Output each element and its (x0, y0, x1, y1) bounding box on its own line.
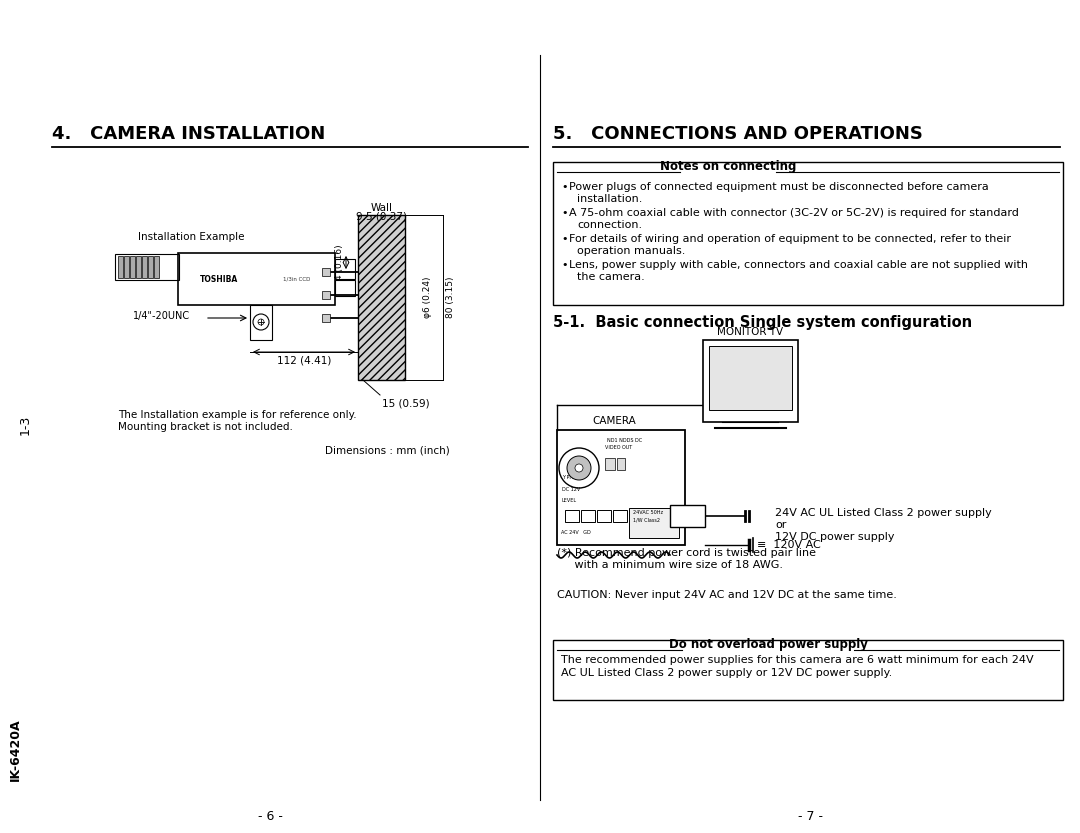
Text: (*) Recommend power cord is twisted pair line: (*) Recommend power cord is twisted pair… (557, 548, 816, 558)
Text: Y PHASE: Y PHASE (562, 475, 583, 480)
Text: 4 (0.16): 4 (0.16) (335, 244, 345, 280)
Text: CAUTION: Never input 24V AC and 12V DC at the same time.: CAUTION: Never input 24V AC and 12V DC a… (557, 590, 896, 600)
Text: Dimensions : mm (inch): Dimensions : mm (inch) (325, 445, 450, 455)
Circle shape (559, 448, 599, 488)
Text: 1/4"-20UNC: 1/4"-20UNC (133, 311, 190, 321)
Text: For details of wiring and operation of equipment to be connected, refer to their: For details of wiring and operation of e… (569, 234, 1011, 244)
Circle shape (575, 464, 583, 472)
Text: Installation Example: Installation Example (138, 232, 244, 242)
Bar (565, 510, 579, 522)
Text: 5-1.  Basic connection Single system configuration: 5-1. Basic connection Single system conf… (553, 315, 972, 330)
Text: with a minimum wire size of 18 AWG.: with a minimum wire size of 18 AWG. (557, 560, 783, 570)
Bar (703, 340, 798, 422)
Text: 12V DC power supply: 12V DC power supply (775, 532, 894, 542)
Text: AC UL Listed Class 2 power supply or 12V DC power supply.: AC UL Listed Class 2 power supply or 12V… (561, 668, 892, 678)
Text: Power plugs of connected equipment must be disconnected before camera: Power plugs of connected equipment must … (569, 182, 989, 192)
Text: 9.5 (0.37): 9.5 (0.37) (356, 211, 407, 221)
Text: •: • (561, 182, 567, 192)
Text: Do not overload power supply: Do not overload power supply (669, 638, 867, 651)
Text: 1-3: 1-3 (18, 415, 31, 435)
Bar (357, 215, 405, 380)
Text: 1/W Class2: 1/W Class2 (633, 518, 660, 523)
Bar (118, 256, 123, 278)
Bar (130, 256, 135, 278)
Text: •: • (561, 260, 567, 270)
Bar (581, 510, 595, 522)
Text: CAMERA: CAMERA (592, 416, 636, 426)
Bar (557, 430, 685, 545)
Bar (670, 505, 705, 527)
Bar (617, 458, 625, 470)
Text: 5.   CONNECTIONS AND OPERATIONS: 5. CONNECTIONS AND OPERATIONS (553, 125, 923, 143)
Bar (249, 305, 272, 340)
Text: installation.: installation. (577, 194, 643, 204)
Text: IK-6420A: IK-6420A (9, 719, 22, 781)
Text: 15 (0.59): 15 (0.59) (382, 398, 430, 408)
Bar (605, 458, 615, 470)
Text: ≡  120V AC: ≡ 120V AC (757, 540, 821, 550)
Bar (335, 280, 355, 296)
Bar (114, 254, 179, 280)
Text: •: • (561, 208, 567, 218)
Text: AC 24V   GD: AC 24V GD (561, 530, 591, 535)
Text: 24VAC 50Hz: 24VAC 50Hz (633, 510, 663, 515)
Bar (708, 346, 792, 410)
Text: The recommended power supplies for this camera are 6 watt minimum for each 24V: The recommended power supplies for this … (561, 655, 1034, 665)
Bar (553, 162, 1063, 305)
Bar (148, 256, 153, 278)
Bar (322, 268, 330, 276)
Bar (322, 291, 330, 299)
Text: the camera.: the camera. (577, 272, 645, 282)
Circle shape (258, 319, 264, 325)
Text: 80 (3.15): 80 (3.15) (446, 277, 455, 317)
Bar (553, 640, 1063, 700)
Text: φ6 (0.24): φ6 (0.24) (423, 277, 432, 317)
Text: MONITOR TV: MONITOR TV (717, 327, 783, 337)
Text: Mounting bracket is not included.: Mounting bracket is not included. (118, 422, 293, 432)
Text: VIDEO OUT: VIDEO OUT (605, 445, 632, 450)
Bar (154, 256, 159, 278)
Circle shape (567, 456, 591, 480)
Bar (136, 256, 141, 278)
Text: operation manuals.: operation manuals. (577, 246, 686, 256)
Text: LEVEL: LEVEL (562, 498, 577, 503)
Text: A 75-ohm coaxial cable with connector (3C-2V or 5C-2V) is required for standard: A 75-ohm coaxial cable with connector (3… (569, 208, 1018, 218)
Text: - 7 -: - 7 - (797, 810, 823, 823)
Text: or: or (775, 520, 786, 530)
Text: connection.: connection. (577, 220, 643, 230)
Circle shape (253, 314, 269, 330)
Text: Wall: Wall (370, 203, 392, 213)
Text: 112 (4.41): 112 (4.41) (276, 355, 332, 365)
Bar (124, 256, 129, 278)
Bar (141, 256, 147, 278)
Text: Notes on connecting: Notes on connecting (660, 160, 796, 173)
Text: TOSHIBA: TOSHIBA (200, 275, 239, 283)
Text: - 6 -: - 6 - (257, 810, 283, 823)
Bar (322, 314, 330, 322)
Text: ND1 NDDS DC: ND1 NDDS DC (607, 438, 643, 443)
Bar (613, 510, 627, 522)
Bar (597, 510, 611, 522)
Text: 24V AC UL Listed Class 2 power supply: 24V AC UL Listed Class 2 power supply (775, 508, 991, 518)
Text: 1/3in CCD: 1/3in CCD (283, 277, 310, 282)
Text: •: • (561, 234, 567, 244)
Bar (629, 508, 679, 538)
Bar (335, 259, 355, 279)
Text: The Installation example is for reference only.: The Installation example is for referenc… (118, 410, 356, 420)
Text: Lens, power supply with cable, connectors and coaxial cable are not supplied wit: Lens, power supply with cable, connector… (569, 260, 1028, 270)
Text: 4.   CAMERA INSTALLATION: 4. CAMERA INSTALLATION (52, 125, 325, 143)
Text: DC 12V: DC 12V (562, 487, 580, 492)
Bar (178, 253, 335, 305)
